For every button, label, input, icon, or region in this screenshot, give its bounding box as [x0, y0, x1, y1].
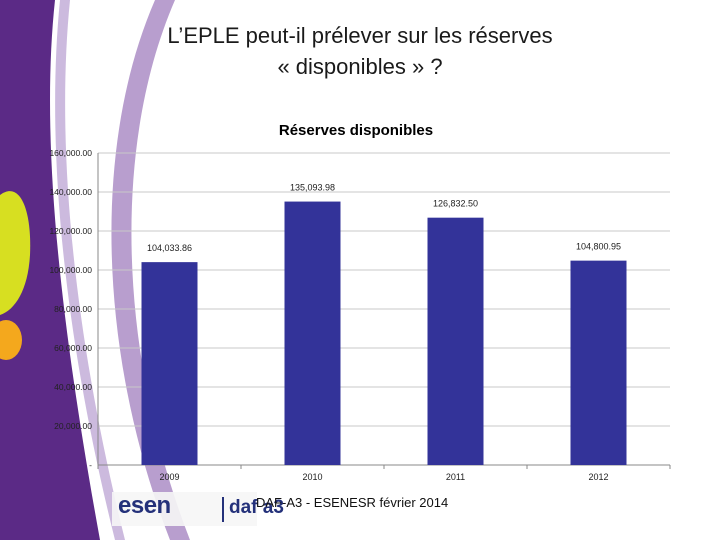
y-tick-label: 140,000.00: [49, 187, 92, 197]
orange-shape: [0, 320, 22, 360]
data-label-2011: 126,832.50: [433, 199, 478, 209]
y-tick-label: 40,000.00: [54, 382, 92, 392]
esen-logo: esen: [118, 492, 171, 519]
y-tick-label: 20,000.00: [54, 421, 92, 431]
y-tick-label: 100,000.00: [49, 265, 92, 275]
slide-title: L’EPLE peut-il prélever sur les réserves…: [80, 20, 640, 82]
x-tick-label: 2011: [446, 472, 465, 482]
y-tick-label: -: [89, 460, 92, 470]
purple-band-left: [0, 0, 100, 540]
reserves-bar-chart: Réserves disponibles - 20,000.00 40,000.00 6…: [49, 122, 671, 482]
daf-a3-logo: daf a3: [229, 497, 284, 518]
footer-logo-background: [112, 492, 257, 526]
bar-2011: [427, 217, 484, 465]
slide-title-line2: « disponibles » ?: [277, 54, 443, 79]
bar-2012: [570, 260, 627, 465]
x-tick-label: 2012: [588, 472, 608, 482]
purple-curve-right: [111, 0, 190, 540]
y-tick-label: 120,000.00: [49, 226, 92, 236]
footer-text: DAF-A3 - ESENESR février 2014: [256, 495, 449, 510]
y-tick-label: 80,000.00: [54, 304, 92, 314]
data-label-2010: 135,093.98: [290, 183, 335, 193]
data-label-2009: 104,033.86: [147, 243, 192, 253]
purple-curve-thin: [55, 0, 125, 540]
bar-2009: [141, 262, 198, 465]
x-tick-label: 2009: [159, 472, 179, 482]
logo-separator: [222, 497, 224, 522]
chart-title: Réserves disponibles: [279, 122, 433, 139]
bar-2010: [284, 201, 341, 465]
y-tick-label: 160,000.00: [49, 148, 92, 158]
green-shape: [0, 191, 31, 315]
slide-title-line1: L’EPLE peut-il prélever sur les réserves: [167, 23, 553, 48]
data-label-2012: 104,800.95: [576, 242, 621, 252]
y-tick-label: 60,000.00: [54, 343, 92, 353]
x-tick-label: 2010: [302, 472, 322, 482]
